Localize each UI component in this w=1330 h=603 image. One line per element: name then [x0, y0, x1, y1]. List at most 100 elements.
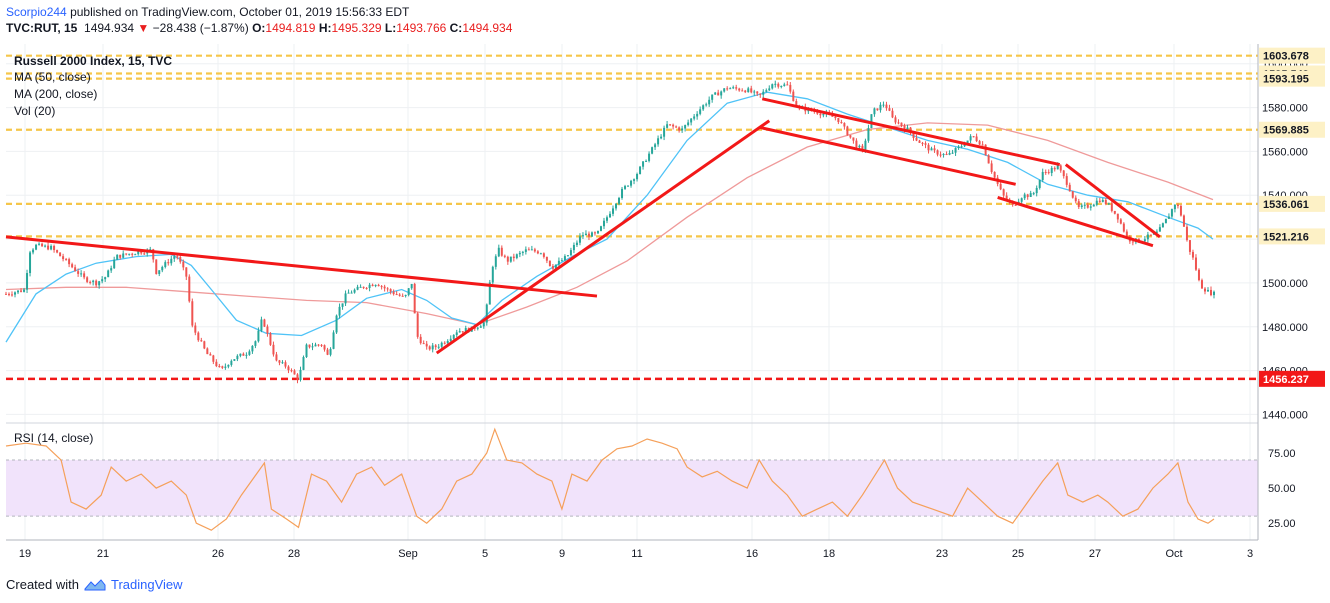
candle-body [684, 125, 687, 129]
candle-body [864, 140, 867, 150]
candle-body [134, 254, 137, 256]
candle-body [1029, 193, 1032, 198]
candle-body [152, 249, 155, 260]
rsi-tick-label: 50.00 [1268, 483, 1296, 495]
candle-body [696, 113, 699, 117]
candle-body [1074, 197, 1077, 202]
candle-body [636, 174, 639, 180]
candle-body [885, 104, 888, 109]
candle-body [867, 128, 870, 141]
low-label: L: [384, 21, 397, 35]
candle-body [1182, 215, 1185, 227]
candle-body [750, 88, 753, 93]
candle-body [738, 88, 741, 91]
candle-body [1086, 204, 1089, 208]
candle-body [446, 340, 449, 344]
price-change: −28.438 (−1.87%) [152, 21, 249, 35]
candle-body [1014, 204, 1017, 206]
candle-body [239, 353, 242, 356]
candle-body [389, 289, 392, 292]
candle-body [861, 145, 864, 150]
candle-body [975, 136, 978, 142]
candle-body [1095, 200, 1098, 205]
down-arrow-icon: ▼ [137, 21, 150, 35]
candle-body [1005, 195, 1008, 200]
tradingview-link[interactable]: TradingView [110, 577, 183, 592]
candle-body [95, 280, 98, 286]
candle-body [587, 233, 590, 237]
candle-body [362, 286, 365, 288]
candle-body [1056, 165, 1059, 170]
candle-body [1170, 209, 1173, 217]
candle-body [888, 108, 891, 111]
author-link[interactable]: Scorpio244 [6, 5, 67, 19]
candle-body [224, 366, 227, 368]
time-tick-label: 16 [746, 548, 758, 560]
close-value: 1494.934 [462, 21, 513, 35]
candle-body [215, 361, 218, 367]
trendline [1064, 163, 1161, 239]
low-value: 1493.766 [396, 21, 447, 35]
candle-body [942, 153, 945, 155]
candle-body [780, 85, 783, 87]
candle-body [849, 135, 852, 138]
candle-body [56, 250, 59, 253]
trendline [761, 97, 1061, 167]
candle-body [951, 152, 954, 154]
candle-body [843, 123, 846, 127]
candle-body [771, 84, 774, 89]
legend: Russell 2000 Index, 15, TVC MA (50, clos… [14, 54, 172, 445]
candle-body [927, 144, 930, 151]
time-tick-label: 3 [1247, 548, 1253, 560]
candle-body [209, 354, 212, 356]
candle-body [744, 90, 747, 93]
candle-body [557, 260, 560, 265]
horizontal-levels [6, 54, 1258, 381]
candle-body [26, 273, 29, 290]
candle-body [993, 171, 996, 178]
candle-body [125, 253, 128, 255]
price-tick-label: 1560.000 [1262, 146, 1308, 158]
candle-body [720, 91, 723, 96]
candle-body [86, 277, 89, 282]
candle-body [242, 353, 245, 356]
candle-body [666, 124, 669, 128]
candle-body [8, 293, 11, 295]
candle-body [762, 91, 765, 95]
last-price: 1494.934 [84, 21, 135, 35]
level-badge: 1521.216 [1263, 231, 1309, 243]
candle-body [170, 258, 173, 264]
price-tick-label: 1440.000 [1262, 409, 1308, 421]
candle-body [834, 116, 837, 119]
candle-body [407, 288, 410, 295]
candle-body [1146, 234, 1149, 240]
candle-body [290, 370, 293, 372]
candle-body [503, 255, 506, 257]
candle-body [524, 249, 527, 252]
time-tick-label: 26 [212, 548, 224, 560]
candle-body [903, 125, 906, 130]
candle-body [347, 292, 350, 294]
candle-body [945, 153, 948, 155]
candle-body [434, 345, 437, 348]
candle-body [89, 281, 92, 283]
level-badge-bg [1259, 121, 1325, 138]
candle-body [747, 88, 750, 93]
candle-body [870, 114, 873, 129]
candle-body [176, 256, 179, 258]
candle-body [5, 293, 7, 295]
trendline [5, 235, 598, 298]
candle-body [380, 286, 383, 288]
chart-grid [6, 44, 1258, 540]
candle-body [443, 342, 446, 344]
candle-body [1101, 199, 1104, 202]
candle-body [23, 289, 26, 292]
time-tick-label: 27 [1089, 548, 1101, 560]
candle-body [293, 370, 296, 375]
candle-body [554, 264, 557, 269]
candle-body [344, 293, 347, 304]
candle-body [428, 346, 431, 350]
candle-body [648, 153, 651, 161]
candle-body [551, 266, 554, 269]
